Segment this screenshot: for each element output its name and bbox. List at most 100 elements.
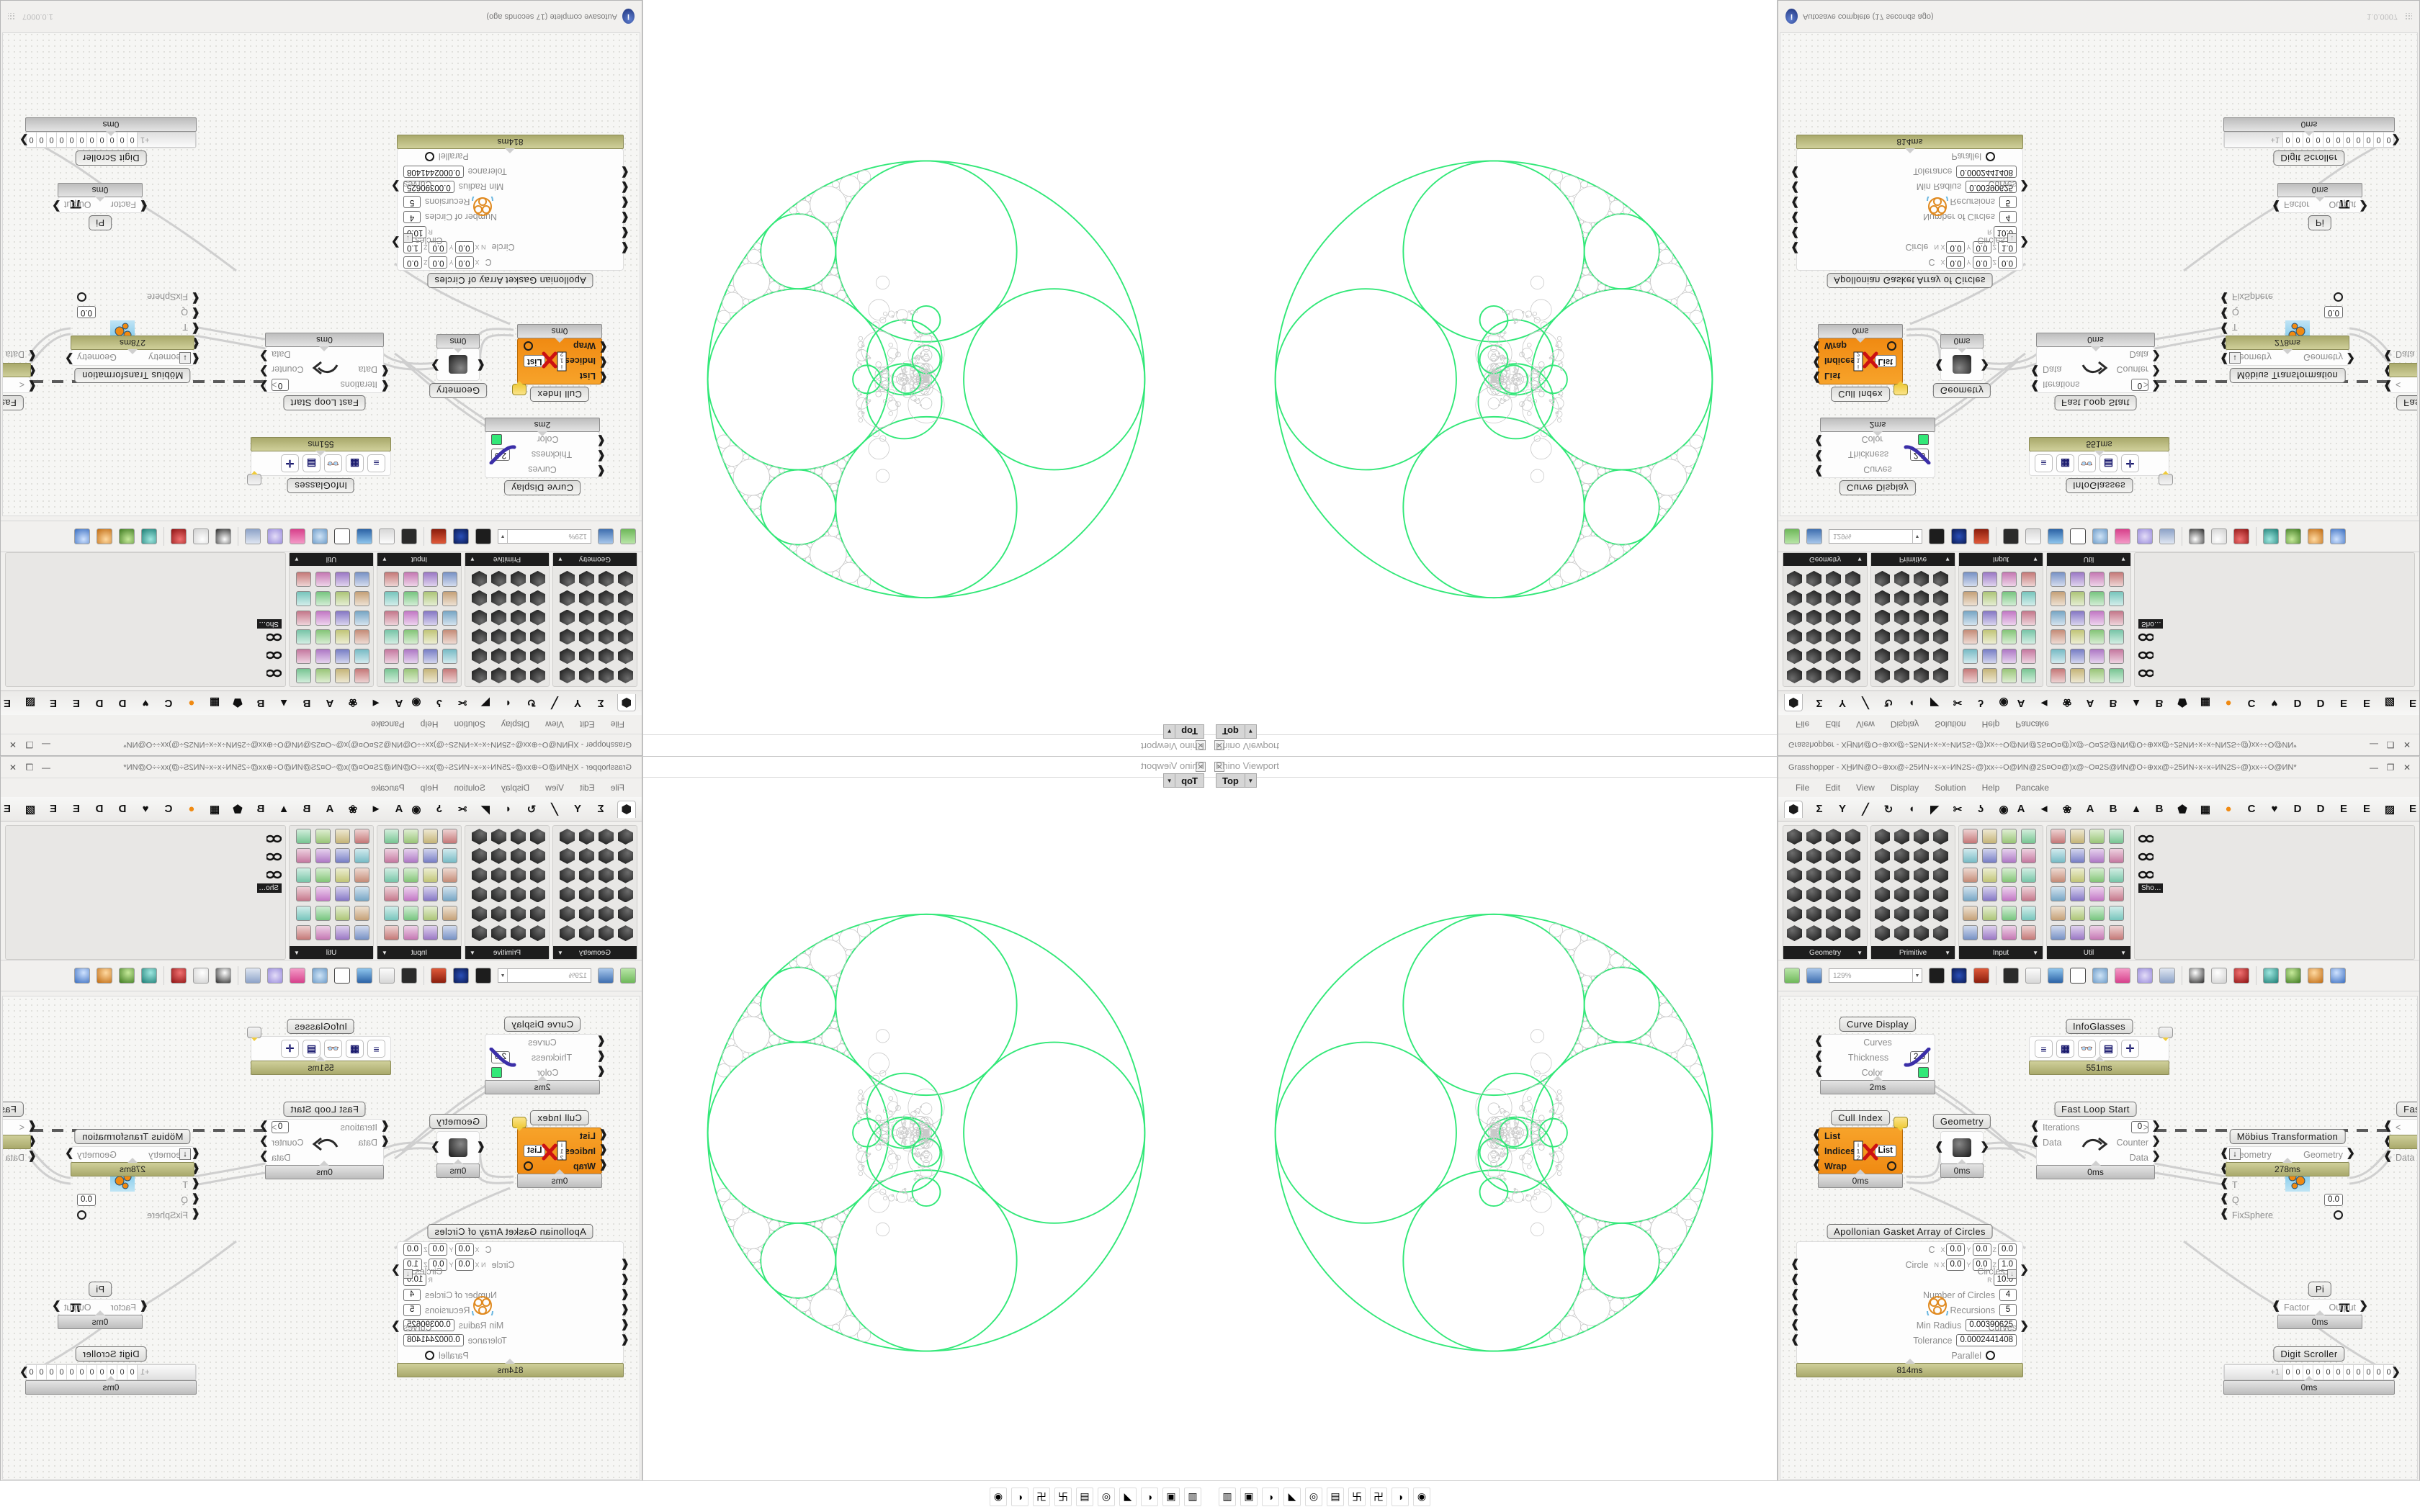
port-in[interactable]: ❰: [620, 166, 629, 179]
port-in[interactable]: ❰: [191, 353, 200, 365]
component-icon[interactable]: [1982, 668, 1997, 683]
chevron-down-icon[interactable]: ▼: [470, 556, 475, 563]
menu-item-file[interactable]: File: [610, 719, 624, 729]
param-value[interactable]: 0.0: [1946, 1243, 1966, 1256]
port-in[interactable]: ❰: [1791, 1318, 1800, 1331]
scissors-icon[interactable]: [245, 528, 261, 544]
component-icon[interactable]: [423, 571, 438, 587]
component-icon[interactable]: [1914, 610, 1929, 626]
minimize-icon[interactable]: —: [42, 739, 50, 750]
port-out[interactable]: ❯: [431, 1140, 440, 1153]
component-icon[interactable]: [2109, 829, 2124, 844]
grasshopper-canvas[interactable]: Curve Display ❰ Curves ❰ Thickness 2.0 ❰ Color 2…: [2, 996, 640, 1480]
node-curve-display[interactable]: Curve Display ❰ Curves ❰ Thickness 2.0 ❰ Color 2…: [485, 1017, 606, 1094]
component-icon[interactable]: [472, 648, 487, 664]
taskbar-items-left[interactable]: ◉ ◑ 卍卐 ▤ ◎ ◣ ◑ ▣ ▥: [990, 1487, 1201, 1506]
menu-item-view[interactable]: View: [545, 719, 564, 729]
component-icon[interactable]: [472, 906, 487, 922]
ribbon-tab-sigma-icon[interactable]: Σ: [597, 697, 604, 709]
profiler-icon[interactable]: [379, 968, 395, 984]
help-icon[interactable]: [2115, 968, 2130, 984]
taskbar-firefox-icon[interactable]: ◑: [1011, 1487, 1028, 1506]
component-icon[interactable]: [530, 886, 545, 902]
component-icon[interactable]: [335, 829, 350, 844]
node-body[interactable]: ❰<❰Exit❰DataData❯: [2383, 350, 2418, 393]
ribbon-tab-letter-a-icon[interactable]: A: [2017, 803, 2025, 815]
taskbar-maze-icon[interactable]: 卍: [1370, 1487, 1387, 1506]
component-icon[interactable]: [335, 906, 350, 922]
component-icon[interactable]: [618, 629, 633, 644]
port-in[interactable]: ❰: [599, 356, 608, 369]
panel-icon[interactable]: [265, 865, 282, 881]
ribbon-panel-overflow[interactable]: Sho…: [5, 825, 286, 960]
node-body[interactable]: ❰ Iterations 0 ❰ Data > ❯ Counter ❯ Data ❯: [2030, 346, 2161, 393]
component-icon[interactable]: [354, 867, 369, 883]
component-icon[interactable]: [599, 648, 614, 664]
component-icon[interactable]: [530, 667, 545, 683]
component-icon[interactable]: [530, 610, 545, 626]
scroller-sign[interactable]: +1: [2224, 132, 2283, 148]
menu-item-display[interactable]: Display: [1890, 719, 1919, 729]
param-row[interactable]: Recursions 5: [1797, 1302, 2022, 1318]
component-icon[interactable]: [491, 848, 506, 864]
component-icon[interactable]: [2089, 906, 2105, 922]
open-file-icon[interactable]: [620, 968, 636, 984]
ribbon-tab-flag-icon[interactable]: ◤: [1930, 696, 1939, 709]
component-icon[interactable]: [403, 886, 418, 902]
component-icon[interactable]: [2109, 906, 2124, 922]
port-in[interactable]: ❰: [1812, 1128, 1821, 1140]
port-in[interactable]: ❰: [1791, 1288, 1800, 1300]
component-icon[interactable]: [296, 649, 311, 665]
param-row[interactable]: C X 0.0 Y 0.0 Z 0.0: [398, 1242, 623, 1257]
menu-bar[interactable]: File Edit View Display Solution Help Pancake: [1, 715, 642, 734]
ribbon-tab-eye-icon[interactable]: ◉: [1999, 803, 2009, 816]
ribbon-tab-letter-e2-icon[interactable]: E: [2362, 803, 2370, 815]
panel-icon-grid[interactable]: [1959, 826, 2043, 946]
ribbon-tab-sigma-icon[interactable]: Σ: [597, 803, 604, 815]
component-icon[interactable]: [511, 848, 526, 864]
component-icon[interactable]: [1875, 590, 1890, 606]
ribbon-tab-loop-icon[interactable]: ↻: [526, 803, 537, 816]
zoom-input[interactable]: 129% ▼: [498, 529, 591, 544]
param-row[interactable]: <: [2390, 1120, 2417, 1135]
port-in[interactable]: ❰: [596, 1065, 606, 1077]
ribbon-panels[interactable]: Geometry ▼ Primitive ▼ Input ▼ Util ▼ Sho…: [1778, 822, 2419, 960]
port-out[interactable]: ❯: [2346, 1147, 2355, 1159]
list-icon[interactable]: ≡: [367, 1040, 385, 1058]
component-icon[interactable]: [511, 610, 526, 626]
taskbar-firefox-icon[interactable]: ◑: [1392, 1487, 1409, 1506]
node-digit-scroller[interactable]: Digit Scroller +1 0 0 0 0 0 0 0 0 0 0 0 ❯ 0ms: [2223, 117, 2401, 166]
ribbon-tab-letter-d-icon[interactable]: D: [118, 803, 127, 815]
chevron-down-icon[interactable]: ▼: [2033, 556, 2038, 563]
component-icon[interactable]: [1914, 847, 1929, 864]
component-icon[interactable]: [1875, 629, 1890, 644]
component-icon[interactable]: [423, 925, 438, 941]
ribbon-panel-primitive[interactable]: Primitive ▼: [1870, 825, 1955, 960]
ribbon-tab-scissors-icon[interactable]: ✂: [457, 803, 467, 816]
component-icon[interactable]: [335, 847, 350, 863]
component-icon[interactable]: [315, 571, 331, 587]
ribbon-tab-bar[interactable]: Σ Y ╱ ↻ ◖ ◤ ✂ ʖ ◉ A ◄ ❀ A B ▲ B ⬟ ▦ ● C ♥ D D E E ▨ E: [1778, 797, 2419, 822]
port-in[interactable]: ❰: [476, 1140, 485, 1153]
param-row[interactable]: Factor π: [2278, 1299, 2362, 1315]
ribbon-tab-letter-e2-icon[interactable]: E: [2362, 697, 2370, 709]
param-value[interactable]: 5: [403, 196, 421, 208]
component-icon[interactable]: [384, 925, 399, 941]
panel-icon-grid[interactable]: [465, 566, 549, 686]
menu-item-display[interactable]: Display: [501, 783, 530, 793]
component-icon[interactable]: [579, 667, 594, 683]
port-out[interactable]: ❯: [259, 1135, 269, 1147]
menu-item-edit[interactable]: Edit: [579, 719, 595, 729]
ribbon-tab-letter-e-icon[interactable]: E: [2339, 697, 2347, 709]
glasses-icon[interactable]: 👓: [2078, 454, 2096, 472]
ribbon-tab-letter-b-icon[interactable]: B: [302, 803, 311, 815]
component-icon[interactable]: [1982, 886, 1997, 902]
node-body[interactable]: ❰ List ❰ Indices List ❰ Wrap i 1 2: [512, 1117, 608, 1174]
component-icon[interactable]: [296, 629, 311, 645]
chevron-down-icon[interactable]: ▼: [1945, 949, 1950, 956]
list-icon[interactable]: ≡: [367, 454, 385, 472]
taskbar-notepad-icon[interactable]: ▤: [1327, 1487, 1344, 1506]
port-out[interactable]: ❯: [2346, 353, 2355, 365]
component-icon[interactable]: [491, 629, 506, 644]
stack-icon[interactable]: ▤: [302, 454, 321, 472]
